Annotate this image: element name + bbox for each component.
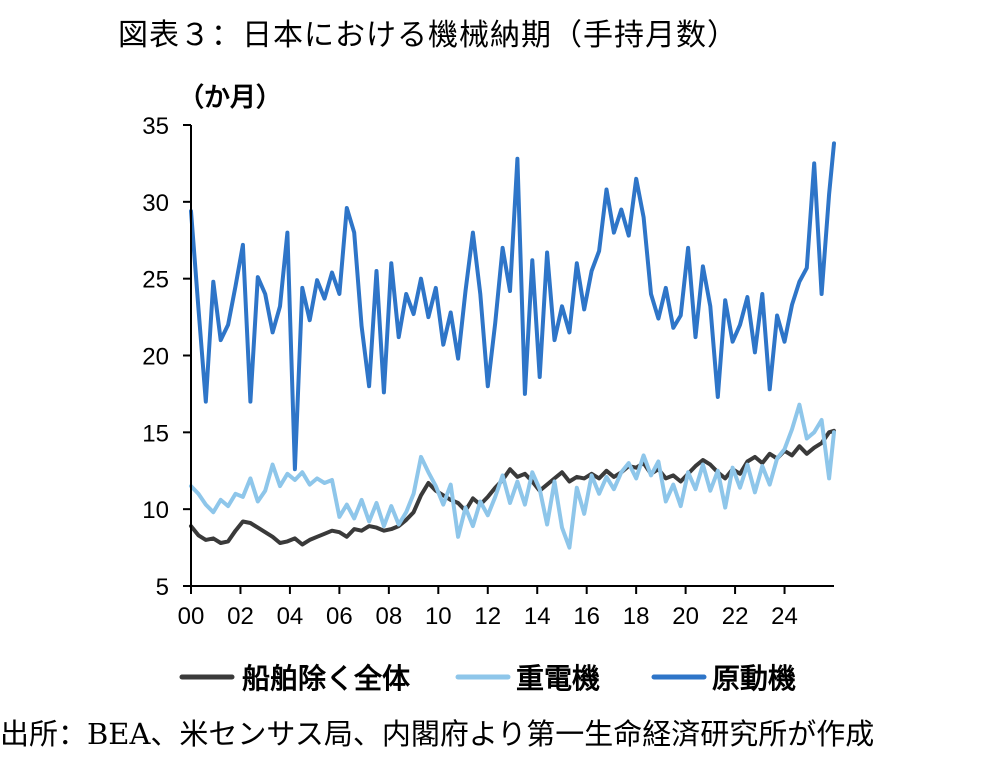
x-tick-label: 00 [178, 603, 205, 630]
y-tick-label: 10 [142, 497, 169, 524]
x-tick-label: 04 [277, 603, 304, 630]
x-tick-label: 12 [474, 603, 501, 630]
series-line-1 [189, 402, 836, 550]
x-tick-label: 14 [524, 603, 551, 630]
legend-label: 船舶除く全体 [242, 662, 411, 695]
x-tick-label: 22 [722, 603, 749, 630]
y-tick-label: 30 [142, 190, 169, 217]
x-tick-label: 24 [771, 603, 798, 630]
x-tick-label: 20 [672, 603, 699, 630]
x-tick-label: 08 [375, 603, 402, 630]
x-tick-label: 18 [623, 603, 650, 630]
x-tick-label: 10 [425, 603, 452, 630]
y-tick-label: 15 [142, 420, 169, 447]
series-line-2 [189, 141, 836, 472]
y-axis-unit-label: （か月） [178, 83, 282, 113]
series-line-0 [189, 428, 836, 547]
x-tick-label: 06 [326, 603, 353, 630]
legend-label: 原動機 [712, 662, 796, 695]
x-tick-label: 02 [227, 603, 254, 630]
y-tick-label: 35 [142, 113, 169, 140]
legend-label: 重電機 [516, 662, 600, 695]
y-tick-label: 5 [156, 574, 169, 601]
y-tick-label: 25 [142, 267, 169, 294]
x-tick-label: 16 [573, 603, 600, 630]
source-note: 出所：BEA、米センサス局、内閣府より第一生命経済研究所が作成 [0, 717, 875, 751]
y-tick-label: 20 [142, 344, 169, 371]
chart-title: 図表３：日本における機械納期（手持月数） [118, 18, 738, 53]
